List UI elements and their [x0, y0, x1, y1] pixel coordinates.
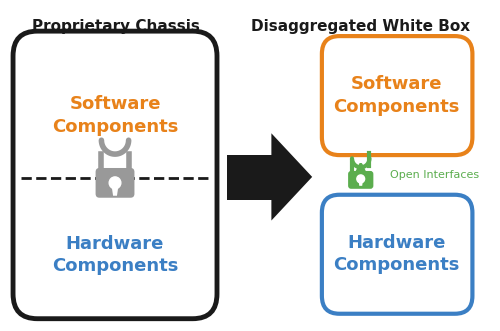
Polygon shape	[226, 155, 283, 200]
Polygon shape	[111, 183, 119, 196]
FancyBboxPatch shape	[96, 168, 134, 198]
Text: Software
Components: Software Components	[52, 95, 178, 135]
Text: Open Interfaces: Open Interfaces	[390, 170, 479, 180]
Text: Proprietary Chassis: Proprietary Chassis	[32, 19, 200, 34]
FancyBboxPatch shape	[322, 195, 472, 314]
Text: Disaggregated White Box: Disaggregated White Box	[251, 19, 470, 34]
Polygon shape	[358, 179, 363, 186]
FancyBboxPatch shape	[348, 171, 374, 189]
Circle shape	[109, 177, 121, 189]
Text: Software
Components: Software Components	[334, 75, 460, 116]
FancyBboxPatch shape	[322, 36, 472, 155]
Text: Hardware
Components: Hardware Components	[52, 235, 178, 275]
FancyBboxPatch shape	[13, 31, 217, 319]
Polygon shape	[272, 133, 312, 220]
Circle shape	[357, 175, 364, 183]
Text: Hardware
Components: Hardware Components	[334, 234, 460, 274]
